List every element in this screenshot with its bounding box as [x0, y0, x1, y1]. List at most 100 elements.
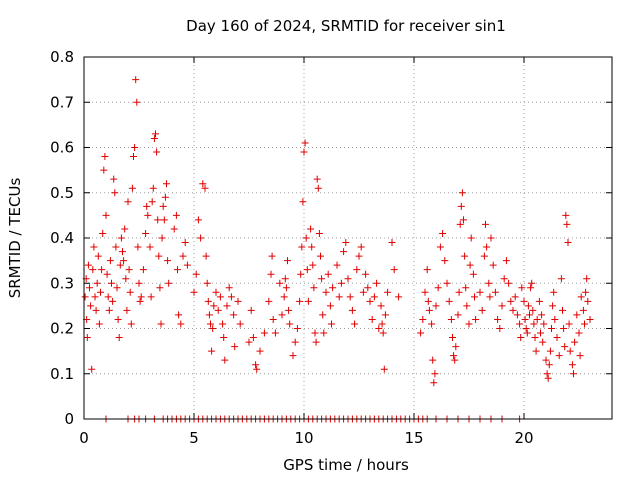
data-point — [450, 352, 458, 360]
data-point — [183, 261, 191, 269]
data-point — [355, 252, 363, 260]
data-point — [134, 243, 142, 251]
data-point — [447, 315, 455, 323]
data-point — [301, 139, 309, 147]
data-point — [156, 284, 164, 292]
data-point — [328, 320, 335, 328]
data-point — [329, 284, 337, 292]
data-point — [91, 293, 99, 301]
data-point — [496, 325, 504, 332]
data-point — [469, 270, 477, 278]
data-point — [146, 243, 154, 251]
data-point — [351, 320, 359, 328]
data-point — [97, 288, 104, 296]
data-point — [466, 261, 474, 269]
data-point — [553, 334, 561, 342]
data-point — [583, 275, 591, 283]
data-point — [362, 270, 370, 278]
data-point — [165, 279, 173, 287]
data-point — [502, 257, 510, 265]
data-point — [99, 229, 107, 237]
data-point — [95, 320, 103, 328]
data-point — [457, 202, 465, 210]
y-tick-label: 0.3 — [50, 274, 74, 292]
data-point — [333, 261, 341, 269]
data-point — [234, 297, 242, 305]
data-point — [454, 311, 462, 319]
data-point — [561, 343, 569, 351]
data-point — [104, 293, 112, 301]
data-point — [489, 261, 497, 269]
data-point — [202, 252, 210, 260]
data-point — [205, 311, 213, 319]
y-tick-label: 0.5 — [50, 184, 74, 202]
data-point — [310, 284, 318, 292]
data-point — [197, 234, 205, 242]
x-tick-label: 0 — [79, 429, 89, 447]
y-tick-label: 0.4 — [50, 229, 74, 247]
data-point — [505, 279, 513, 287]
data-point — [221, 356, 229, 364]
data-point — [483, 243, 491, 251]
data-point — [431, 370, 439, 378]
data-point — [482, 220, 489, 228]
data-point — [458, 189, 466, 197]
data-point — [150, 134, 158, 142]
data-point — [545, 361, 553, 369]
data-point — [293, 325, 301, 332]
data-point — [317, 252, 324, 260]
data-point — [430, 379, 438, 387]
data-point — [271, 329, 279, 337]
data-point — [81, 293, 89, 301]
data-point — [203, 279, 211, 287]
data-point — [132, 76, 140, 84]
data-point — [308, 243, 316, 251]
data-point — [500, 275, 508, 283]
data-point — [125, 266, 133, 274]
data-point — [137, 293, 145, 301]
data-point — [157, 320, 165, 328]
y-tick-label: 0.6 — [50, 139, 74, 157]
data-point — [491, 288, 499, 296]
data-point — [530, 320, 538, 328]
data-point — [486, 293, 494, 301]
data-point — [201, 184, 209, 192]
data-point — [377, 302, 385, 310]
data-point — [281, 275, 289, 283]
data-point — [105, 306, 113, 314]
data-point — [311, 329, 319, 337]
data-point — [565, 320, 573, 328]
data-point — [564, 239, 572, 247]
data-point — [268, 252, 276, 260]
data-point — [340, 248, 348, 256]
data-point — [584, 297, 592, 305]
data-point — [348, 306, 356, 314]
data-point — [366, 297, 374, 305]
data-point — [313, 175, 321, 183]
y-tick-label: 0.7 — [50, 93, 74, 111]
data-point — [177, 320, 185, 328]
data-point — [471, 293, 478, 301]
data-point — [124, 198, 132, 206]
data-point — [88, 365, 96, 373]
data-point — [139, 266, 147, 274]
data-point — [298, 243, 306, 251]
data-point — [364, 284, 372, 292]
data-point — [113, 284, 121, 292]
data-point — [527, 284, 535, 292]
data-point — [378, 320, 386, 328]
data-point — [445, 297, 453, 305]
data-point — [155, 252, 163, 260]
data-point — [103, 270, 111, 278]
data-point — [461, 252, 469, 260]
data-point — [543, 370, 551, 378]
data-point — [110, 175, 118, 183]
data-point — [513, 311, 521, 319]
data-point — [546, 347, 554, 355]
data-point — [451, 356, 459, 364]
data-point — [449, 334, 456, 342]
data-point — [252, 361, 260, 369]
data-point — [531, 334, 539, 342]
data-point — [87, 302, 95, 310]
